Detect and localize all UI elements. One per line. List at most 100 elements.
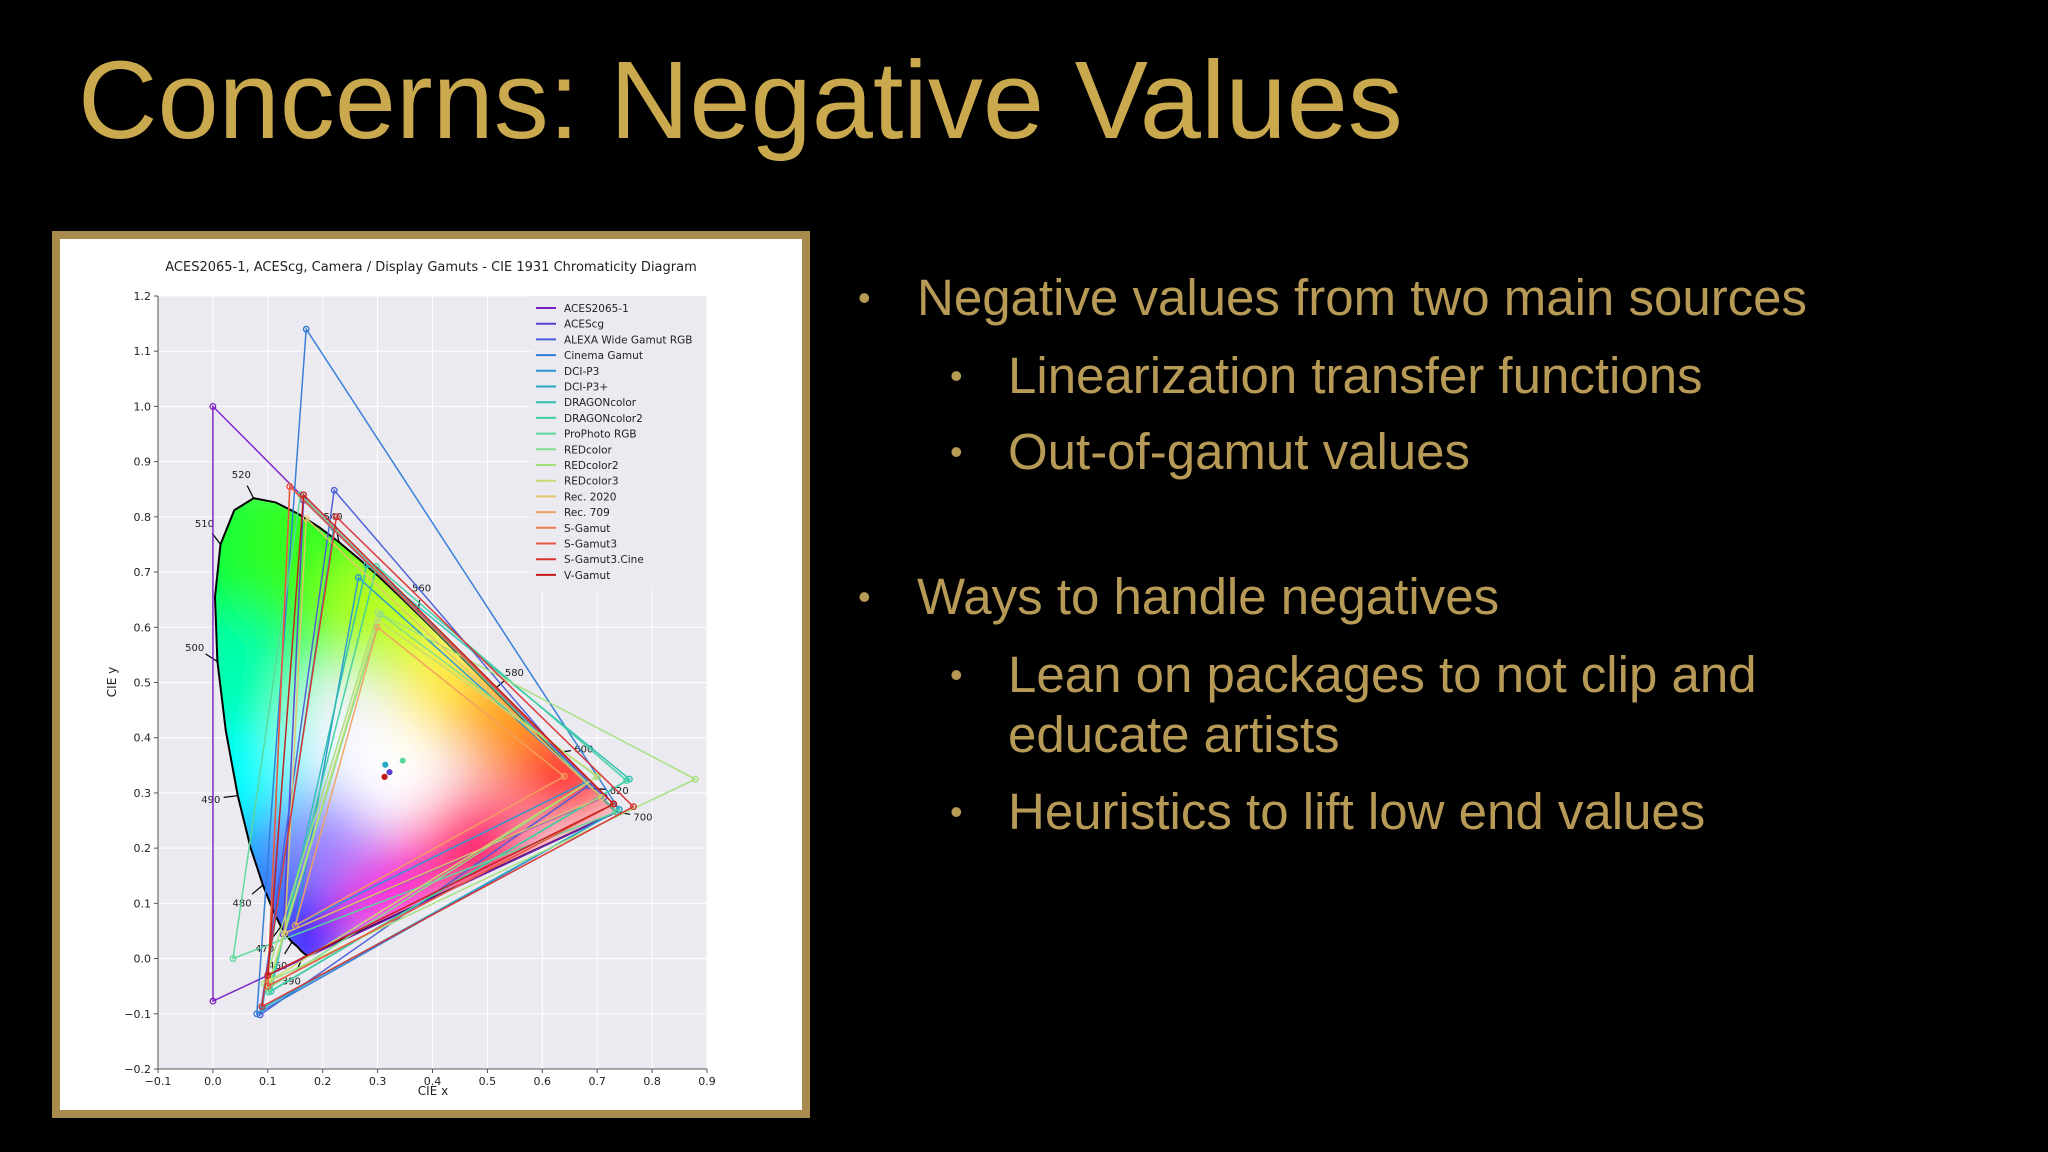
bullet-level2-text: Out-of-gamut values [1008,423,1471,480]
y-tick-label: 0.1 [134,897,152,910]
legend-label: Rec. 2020 [564,491,616,503]
x-tick-label: 0.5 [479,1075,497,1088]
wavelength-label: 600 [574,745,593,756]
gamut-primary-point [623,777,631,784]
bullet-level2-text: Heuristics to lift low end values [1008,783,1706,840]
legend-label: S-Gamut [564,523,610,535]
x-axis-label: CIE x [418,1084,448,1098]
x-tick-label: 0.8 [643,1075,661,1088]
wavelength-label: 480 [233,898,252,909]
wavelength-label: 620 [610,786,629,797]
x-tick-label: −0.1 [145,1075,172,1088]
gamut-primary-point [291,921,299,929]
legend-label: S-Gamut3.Cine [564,554,644,566]
gamut-primary-point [286,483,294,490]
y-tick-label: 0.5 [134,677,152,690]
x-tick-label: 0.4 [424,1075,442,1088]
legend-label: Rec. 709 [564,507,610,519]
legend-label: REDcolor2 [564,460,619,472]
gamut-triangle [266,484,615,988]
wavelength-tick [272,926,282,939]
wavelength-tick [223,795,238,799]
gamut-primary-point [302,325,310,333]
gamut-primary-point [281,929,289,937]
x-tick-label: 0.9 [698,1075,716,1088]
wavelength-label: 500 [185,643,204,654]
y-tick-label: 0.9 [134,456,152,469]
gamut-primary-point [229,955,237,962]
x-tick-label: 0.7 [588,1075,606,1088]
legend-label: REDcolor3 [564,476,619,488]
gamut-triangle [266,612,599,991]
y-tick-label: 0.6 [134,621,152,634]
gamut-primary-point [374,608,382,616]
chart-title: ACES2065-1, ACEScg, Camera / Display Gam… [165,260,697,275]
gamut-triangle [268,618,600,983]
gamut-primary-point [560,772,568,780]
legend-label: ACEScg [564,319,604,331]
gamut-primary-point [612,808,620,816]
gamut-primary-point [332,513,340,521]
bullet-level1-text: Ways to handle negatives [917,568,1500,625]
y-tick-label: 0.7 [134,566,152,579]
legend-label: S-Gamut3 [564,539,617,551]
bullet-level1-text: Negative values from two main sources [917,269,1808,326]
gamut-primary-point [374,623,382,631]
gamut-primary-point [264,971,272,979]
gamut-triangle [294,576,588,927]
x-tick-label: 0.0 [204,1075,222,1088]
bullet-dot: • [950,431,963,472]
wavelength-label: 460 [268,961,287,972]
bullet-level2-text: Lean on packages to not clip and [1008,646,1757,703]
wavelength-label: 470 [255,944,274,955]
wavelength-label: 580 [505,668,524,679]
gamut-primary-point [598,793,606,801]
gamut-layer [209,325,699,1019]
x-tick-label: 0.2 [314,1075,332,1088]
whitepoint-marker [386,769,393,776]
legend-label: V-Gamut [564,570,610,582]
gamut-primary-point [373,562,381,570]
locus-color-blob [339,721,450,832]
x-tick-label: 0.1 [259,1075,277,1088]
gamut-primary-point [209,997,217,1005]
bullet-dot: • [950,355,963,396]
bullet-level2-text: Linearization transfer functions [1008,347,1703,404]
gamut-triangle [294,626,566,927]
bullet-dot: • [950,791,963,832]
legend-label: REDcolor [564,444,613,456]
legend-label: DRAGONcolor [564,397,637,409]
y-tick-label: −0.2 [124,1063,151,1076]
whitepoint-marker [382,761,389,768]
gamut-primary-point [302,515,310,522]
legend-label: ALEXA Wide Gamut RGB [564,334,692,346]
locus-color-blob [251,887,362,956]
y-tick-label: 0.0 [134,953,152,966]
gamut-primary-point [209,402,217,410]
y-tick-label: −0.1 [124,1008,151,1021]
gamut-triangle [266,493,615,977]
y-axis-label: CIE y [105,667,119,697]
gamut-primary-point [354,574,362,582]
gamut-triangle [283,516,603,935]
legend-label: DCI-P3+ [564,382,608,394]
wavelength-label: 700 [633,812,652,823]
wavelength-tick [251,884,264,895]
wavelength-label: 490 [201,795,220,806]
wavelength-label: 560 [412,583,431,594]
gamut-primary-point [610,800,618,808]
bullet-dot: • [858,277,871,318]
legend-label: DCI-P3 [564,366,599,378]
y-tick-label: 0.3 [134,787,152,800]
gamut-primary-point [258,1003,266,1011]
wavelength-tick [284,941,293,955]
x-tick-label: 0.3 [369,1075,387,1088]
wavelength-label: 390 [282,976,301,987]
gamut-primary-point [594,772,602,780]
y-tick-label: 1.2 [134,290,152,303]
y-tick-label: 0.2 [134,842,152,855]
wavelength-label: 520 [232,470,251,481]
gamut-triangle [260,515,635,1008]
gamut-primary-point [629,803,637,811]
legend-label: Cinema Gamut [564,350,643,362]
